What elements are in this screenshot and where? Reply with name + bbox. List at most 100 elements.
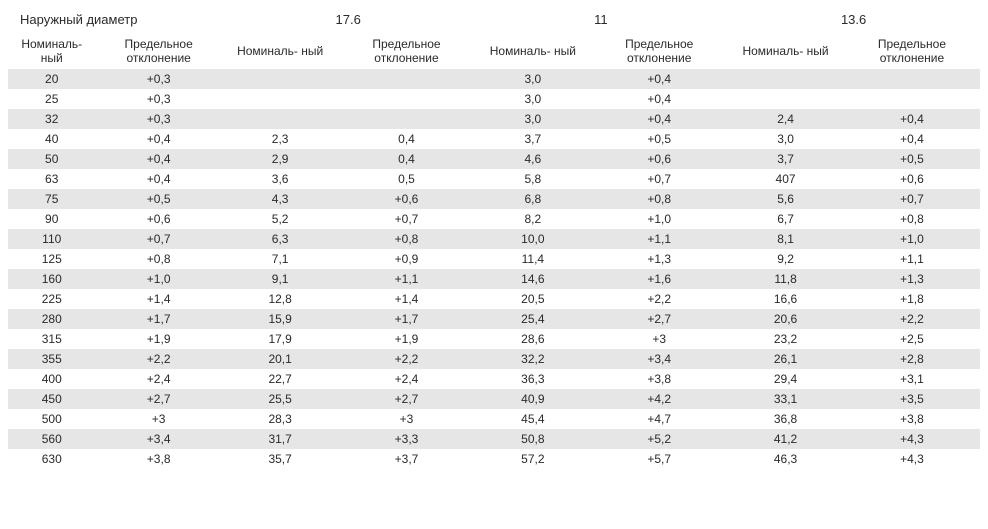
table-row: 20+0,33,0+0,4 bbox=[8, 69, 980, 89]
cell-nom-3: 2,4 bbox=[727, 109, 844, 129]
cell-dev-3 bbox=[844, 69, 980, 89]
cell-diameter: 160 bbox=[8, 269, 95, 289]
cell-nom-2: 3,7 bbox=[475, 129, 592, 149]
cell-nom-1: 28,3 bbox=[222, 409, 339, 429]
cell-nom-2: 4,6 bbox=[475, 149, 592, 169]
sub-nominal-2: Номиналь- ный bbox=[475, 33, 592, 69]
cell-nom-1: 4,3 bbox=[222, 189, 339, 209]
cell-diameter: 40 bbox=[8, 129, 95, 149]
cell-dev-2: +2,7 bbox=[591, 309, 727, 329]
sub-deviation-2: Предельное отклонение bbox=[591, 33, 727, 69]
cell-nom-3: 46,3 bbox=[727, 449, 844, 469]
cell-diameter: 355 bbox=[8, 349, 95, 369]
cell-dev-2: +4,2 bbox=[591, 389, 727, 409]
cell-dev-1: +3 bbox=[338, 409, 474, 429]
cell-dev-3: +3,5 bbox=[844, 389, 980, 409]
table-row: 63+0,43,60,55,8+0,7407+0,6 bbox=[8, 169, 980, 189]
cell-diameter: 630 bbox=[8, 449, 95, 469]
cell-dev-3: +2,5 bbox=[844, 329, 980, 349]
cell-dev-3: +0,5 bbox=[844, 149, 980, 169]
cell-dev-2: +1,1 bbox=[591, 229, 727, 249]
cell-dev-2: +4,7 bbox=[591, 409, 727, 429]
cell-dev-1: +0,7 bbox=[338, 209, 474, 229]
cell-diameter: 225 bbox=[8, 289, 95, 309]
cell-dev-3: +2,8 bbox=[844, 349, 980, 369]
table-row: 355+2,220,1+2,232,2+3,426,1+2,8 bbox=[8, 349, 980, 369]
cell-dev-0: +1,9 bbox=[95, 329, 221, 349]
cell-dev-2: +1,0 bbox=[591, 209, 727, 229]
table-row: 90+0,65,2+0,78,2+1,06,7+0,8 bbox=[8, 209, 980, 229]
table-row: 32+0,33,0+0,42,4+0,4 bbox=[8, 109, 980, 129]
cell-dev-3: +0,6 bbox=[844, 169, 980, 189]
cell-dev-0: +3,4 bbox=[95, 429, 221, 449]
group-header-3: 13.6 bbox=[727, 6, 980, 33]
cell-dev-0: +1,7 bbox=[95, 309, 221, 329]
cell-dev-0: +0,4 bbox=[95, 169, 221, 189]
cell-dev-0: +0,5 bbox=[95, 189, 221, 209]
cell-nom-1: 3,6 bbox=[222, 169, 339, 189]
cell-diameter: 400 bbox=[8, 369, 95, 389]
cell-diameter: 450 bbox=[8, 389, 95, 409]
cell-dev-1: +2,2 bbox=[338, 349, 474, 369]
cell-diameter: 315 bbox=[8, 329, 95, 349]
cell-dev-2: +0,4 bbox=[591, 89, 727, 109]
cell-dev-3: +0,4 bbox=[844, 129, 980, 149]
cell-nom-1: 2,3 bbox=[222, 129, 339, 149]
cell-dev-1: 0,5 bbox=[338, 169, 474, 189]
cell-dev-2: +1,3 bbox=[591, 249, 727, 269]
cell-nom-3: 9,2 bbox=[727, 249, 844, 269]
cell-dev-0: +1,0 bbox=[95, 269, 221, 289]
table-row: 25+0,33,0+0,4 bbox=[8, 89, 980, 109]
cell-nom-2: 50,8 bbox=[475, 429, 592, 449]
cell-dev-1: +0,6 bbox=[338, 189, 474, 209]
cell-nom-1: 15,9 bbox=[222, 309, 339, 329]
cell-nom-2: 5,8 bbox=[475, 169, 592, 189]
cell-nom-2: 32,2 bbox=[475, 349, 592, 369]
cell-diameter: 20 bbox=[8, 69, 95, 89]
sub-deviation-1: Предельное отклонение bbox=[338, 33, 474, 69]
cell-dev-3: +0,7 bbox=[844, 189, 980, 209]
cell-nom-1: 35,7 bbox=[222, 449, 339, 469]
cell-nom-2: 8,2 bbox=[475, 209, 592, 229]
cell-diameter: 560 bbox=[8, 429, 95, 449]
cell-dev-2: +5,7 bbox=[591, 449, 727, 469]
cell-nom-1: 6,3 bbox=[222, 229, 339, 249]
cell-dev-3: +1,0 bbox=[844, 229, 980, 249]
sub-nominal-3: Номиналь- ный bbox=[727, 33, 844, 69]
cell-nom-2: 25,4 bbox=[475, 309, 592, 329]
sub-nominal-1: Номиналь- ный bbox=[222, 33, 339, 69]
cell-diameter: 110 bbox=[8, 229, 95, 249]
cell-nom-3: 3,7 bbox=[727, 149, 844, 169]
cell-dev-2: +0,7 bbox=[591, 169, 727, 189]
cell-dev-3: +3,8 bbox=[844, 409, 980, 429]
cell-nom-2: 57,2 bbox=[475, 449, 592, 469]
cell-nom-3: 41,2 bbox=[727, 429, 844, 449]
cell-dev-2: +0,4 bbox=[591, 109, 727, 129]
cell-nom-1 bbox=[222, 69, 339, 89]
cell-dev-2: +0,5 bbox=[591, 129, 727, 149]
cell-nom-1: 9,1 bbox=[222, 269, 339, 289]
cell-dev-0: +0,3 bbox=[95, 89, 221, 109]
cell-dev-0: +3 bbox=[95, 409, 221, 429]
cell-dev-1: +1,4 bbox=[338, 289, 474, 309]
cell-nom-2: 20,5 bbox=[475, 289, 592, 309]
cell-dev-3: +4,3 bbox=[844, 449, 980, 469]
table-row: 160+1,09,1+1,114,6+1,611,8+1,3 bbox=[8, 269, 980, 289]
table-row: 225+1,412,8+1,420,5+2,216,6+1,8 bbox=[8, 289, 980, 309]
cell-nom-1: 17,9 bbox=[222, 329, 339, 349]
cell-dev-0: +0,4 bbox=[95, 149, 221, 169]
cell-nom-3: 26,1 bbox=[727, 349, 844, 369]
cell-dev-2: +5,2 bbox=[591, 429, 727, 449]
cell-dev-0: +0,4 bbox=[95, 129, 221, 149]
cell-nom-1 bbox=[222, 109, 339, 129]
group-header-1: 17.6 bbox=[222, 6, 475, 33]
cell-dev-1: +1,9 bbox=[338, 329, 474, 349]
cell-dev-1: +1,7 bbox=[338, 309, 474, 329]
cell-dev-0: +0,8 bbox=[95, 249, 221, 269]
cell-nom-3: 16,6 bbox=[727, 289, 844, 309]
sub-nominal-0: Номиналь- ный bbox=[8, 33, 95, 69]
cell-dev-3: +0,4 bbox=[844, 109, 980, 129]
cell-dev-0: +2,4 bbox=[95, 369, 221, 389]
table-row: 560+3,431,7+3,350,8+5,241,2+4,3 bbox=[8, 429, 980, 449]
cell-nom-1 bbox=[222, 89, 339, 109]
